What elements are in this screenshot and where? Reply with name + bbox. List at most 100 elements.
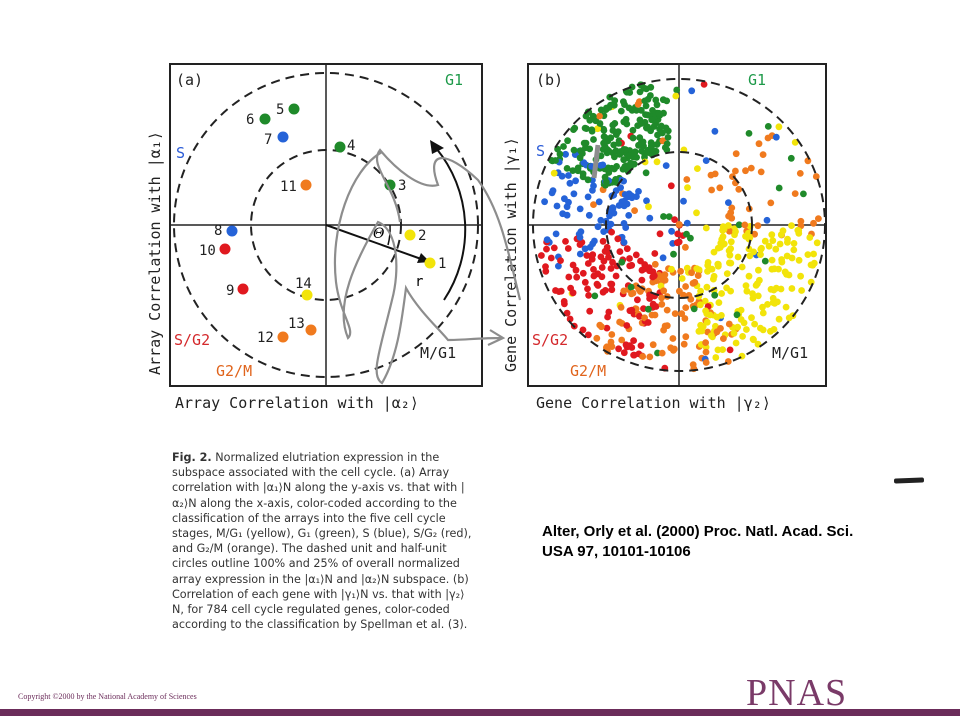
gene-point	[726, 346, 734, 354]
gene-point	[630, 337, 637, 344]
gene-point	[732, 150, 740, 158]
gene-point	[638, 266, 646, 274]
gene-point	[590, 182, 597, 190]
gene-point	[742, 167, 749, 175]
gene-point	[800, 190, 807, 198]
gene-point	[618, 258, 626, 266]
gene-point	[617, 304, 625, 311]
gene-point	[566, 179, 574, 187]
gene-point	[739, 333, 746, 340]
gene-point	[593, 280, 601, 288]
gene-point	[694, 165, 701, 173]
gene-point	[594, 223, 602, 231]
gene-point	[593, 334, 601, 342]
gene-point	[746, 234, 754, 242]
gene-point	[590, 266, 597, 273]
panel-a-rotation-arc	[435, 147, 467, 301]
gene-point	[765, 242, 773, 250]
gene-point	[550, 169, 558, 177]
caption-text: Normalized elutriation expression in the…	[172, 451, 472, 632]
gene-point	[702, 224, 710, 232]
array-point-label-5: 5	[276, 102, 284, 118]
array-point-5	[288, 103, 300, 115]
gene-point	[726, 259, 733, 267]
gene-point	[733, 311, 741, 319]
gene-point	[782, 303, 790, 311]
gene-point	[589, 112, 597, 120]
gene-point	[600, 228, 608, 236]
gene-point	[595, 198, 603, 206]
gene-point	[704, 267, 711, 275]
gene-point	[634, 100, 642, 108]
gene-point	[650, 272, 658, 280]
panel-a-half-circle	[250, 149, 402, 301]
gene-point	[776, 240, 784, 248]
panel-a-r-vector	[325, 224, 425, 261]
gene-point	[697, 287, 704, 295]
gene-point	[579, 150, 586, 157]
gene-point	[702, 348, 710, 356]
gene-point	[633, 193, 640, 201]
array-point-label-10: 10	[199, 243, 216, 259]
gene-point	[727, 209, 735, 217]
gene-point	[663, 306, 671, 314]
gene-point	[682, 283, 689, 290]
gene-point	[703, 283, 711, 291]
gene-point	[670, 250, 677, 258]
gene-point	[615, 345, 622, 353]
array-point-14	[301, 289, 313, 301]
gene-point	[778, 256, 785, 263]
gene-point	[565, 273, 573, 281]
gene-point	[617, 107, 625, 115]
gene-point	[703, 318, 711, 326]
gene-point	[706, 311, 714, 319]
panel-a-g1-label: G1	[445, 71, 463, 89]
gene-point	[742, 282, 750, 289]
gene-point	[727, 245, 734, 253]
gene-point	[754, 222, 762, 230]
gene-point	[772, 245, 780, 253]
gene-point	[600, 125, 607, 133]
gene-point	[651, 250, 659, 257]
gene-point	[680, 340, 688, 348]
gene-point	[806, 234, 814, 241]
gene-point	[653, 101, 661, 109]
gene-point	[644, 319, 652, 326]
gene-point	[612, 176, 619, 183]
gene-point	[730, 329, 738, 337]
gene-point	[710, 272, 718, 280]
gene-point	[751, 230, 758, 238]
gene-point	[659, 129, 666, 137]
panel-a-mg1-label: M/G1	[420, 344, 456, 362]
gene-point	[737, 316, 745, 323]
gene-point	[560, 298, 568, 305]
gene-point	[795, 227, 803, 235]
gene-point	[605, 147, 613, 155]
array-point-9	[237, 283, 249, 295]
gene-point	[564, 245, 572, 252]
gene-point	[804, 251, 812, 258]
gene-point	[623, 88, 631, 96]
gene-point	[538, 252, 545, 259]
gene-point	[795, 256, 803, 264]
gene-point	[547, 254, 555, 262]
gene-point	[647, 83, 655, 91]
gene-point	[663, 97, 671, 105]
panel-a-x-axis-label: Array Correlation with |α₂⟩	[175, 394, 419, 412]
panel-a-theta-label: Θ	[373, 226, 385, 242]
gene-point	[689, 361, 697, 368]
gene-point	[608, 286, 616, 294]
gene-point	[725, 199, 732, 207]
gene-point	[586, 145, 594, 153]
gene-point	[726, 227, 733, 235]
gene-point	[701, 297, 709, 305]
gene-point	[553, 202, 561, 210]
gene-point	[741, 221, 749, 229]
gene-point	[615, 140, 622, 147]
panel-b-g1-label: G1	[748, 71, 766, 89]
gene-point	[775, 123, 783, 131]
gene-point	[613, 163, 620, 170]
array-point-label-1: 1	[438, 256, 446, 272]
gene-point	[557, 257, 564, 264]
